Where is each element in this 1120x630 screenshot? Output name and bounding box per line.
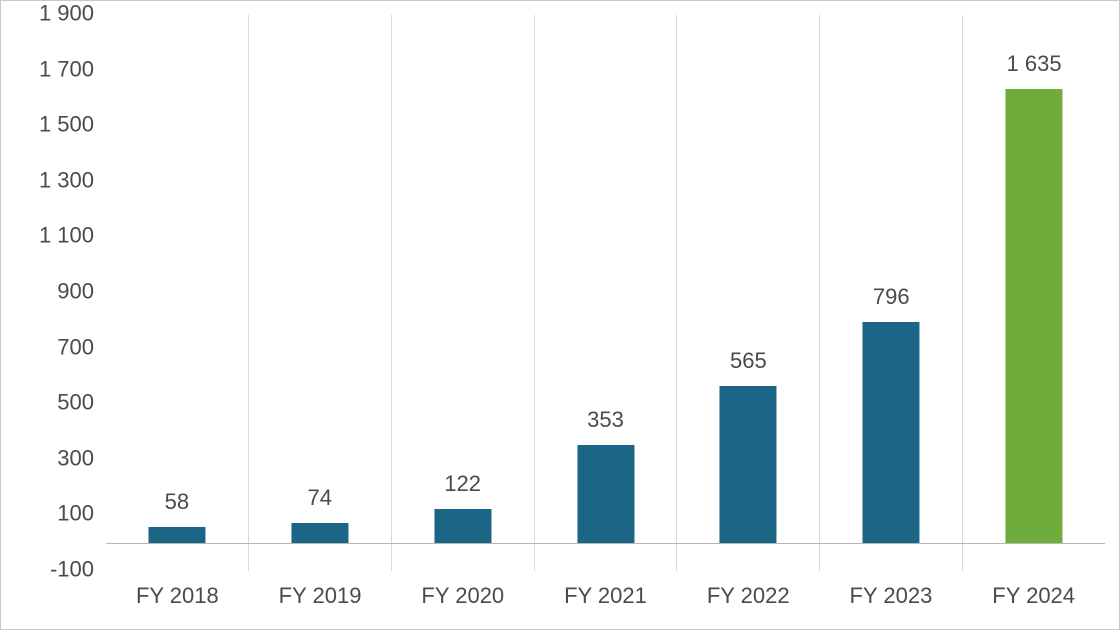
bar (577, 445, 634, 543)
x-axis-baseline (106, 543, 1105, 544)
bar-slot: 1 635 (962, 15, 1105, 571)
bar-slot: 58 (106, 15, 248, 571)
y-tick-label: 900 (57, 279, 94, 305)
bar-slot: 796 (819, 15, 962, 571)
x-tick-label: FY 2018 (136, 583, 219, 609)
x-tick-label: FY 2020 (421, 583, 504, 609)
y-tick-label: 700 (57, 334, 94, 360)
y-tick-label: 500 (57, 390, 94, 416)
bar-slot: 565 (676, 15, 819, 571)
y-tick-label: 1 100 (39, 223, 94, 249)
y-tick-label: 300 (57, 445, 94, 471)
y-tick-label: 1 300 (39, 167, 94, 193)
bar-value-label: 58 (165, 489, 189, 515)
bar-slot: 74 (248, 15, 391, 571)
bar-chart: 58 74 122 353 565 796 1 635 -100 100 300 500 700 90… (0, 0, 1120, 630)
bars-row: 58 74 122 353 565 796 1 635 (106, 15, 1105, 571)
bar-value-label: 353 (587, 407, 624, 433)
bar (720, 386, 777, 543)
bar-value-label: 122 (444, 471, 481, 497)
bar-value-label: 1 635 (1007, 51, 1062, 77)
y-tick-label: 1 700 (39, 56, 94, 82)
x-tick-label: FY 2022 (707, 583, 790, 609)
bar (291, 523, 348, 544)
bar (434, 509, 491, 543)
bar-value-label: 796 (873, 284, 910, 310)
bar-slot: 122 (391, 15, 534, 571)
y-tick-label: 1 900 (39, 1, 94, 27)
bar (863, 322, 920, 543)
bar-value-label: 74 (308, 485, 332, 511)
x-tick-label: FY 2023 (850, 583, 933, 609)
bar (1006, 89, 1063, 544)
bar-value-label: 565 (730, 348, 767, 374)
plot-area: 58 74 122 353 565 796 1 635 (106, 15, 1105, 571)
y-tick-label: 1 500 (39, 112, 94, 138)
y-tick-label: 100 (57, 501, 94, 527)
y-tick-label: -100 (50, 557, 94, 583)
x-tick-label: FY 2021 (564, 583, 647, 609)
x-tick-label: FY 2024 (992, 583, 1075, 609)
bar (148, 527, 205, 543)
bar-slot: 353 (534, 15, 677, 571)
x-tick-label: FY 2019 (279, 583, 362, 609)
